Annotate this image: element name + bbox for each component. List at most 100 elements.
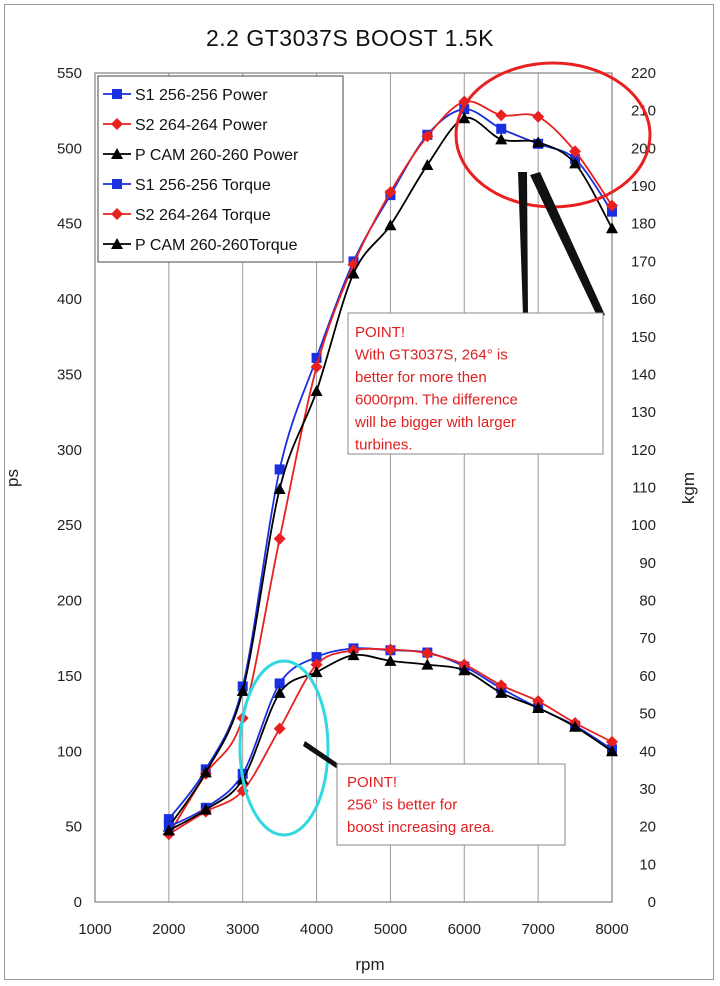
pointer-to-boost-area	[303, 741, 340, 770]
x-tick-label: 1000	[78, 921, 111, 938]
data-point	[532, 136, 545, 148]
legend-marker	[111, 118, 123, 130]
y-right-tick-label: 110	[632, 480, 656, 497]
red-highlight-ellipse	[454, 61, 652, 209]
data-point	[532, 701, 545, 713]
data-point	[163, 814, 174, 825]
data-point	[532, 110, 545, 123]
y-left-tick-label: 0	[74, 894, 82, 911]
legend-item: P CAM 260-260 Power	[103, 147, 299, 164]
y-left-tick-label: 400	[57, 291, 82, 308]
data-point	[273, 532, 286, 545]
x-axis-label: rpm	[355, 955, 384, 974]
y-left-tick-label: 450	[57, 216, 82, 233]
x-tick-label: 7000	[521, 921, 554, 938]
data-point	[236, 684, 249, 696]
legend-item: S2 264-264 Power	[103, 117, 268, 134]
plot-area-frame	[94, 72, 613, 903]
data-point	[274, 678, 285, 689]
note-box-1	[347, 312, 604, 455]
legend-label: S1 256-256 Torque	[135, 177, 271, 194]
data-point	[495, 686, 508, 698]
data-point	[569, 157, 582, 169]
axis-ticks: 1000 2000 3000 4000 5000 6000 7000 800005010015…	[57, 65, 656, 938]
legend-marker	[112, 179, 122, 189]
data-point	[458, 664, 471, 676]
y-right-tick-label: 100	[631, 517, 656, 534]
data-point	[458, 95, 471, 108]
data-point	[310, 658, 323, 671]
legend-marker	[111, 238, 123, 249]
annotation-line: will be bigger with larger	[354, 414, 516, 431]
data-point	[421, 130, 434, 143]
y-left-axis-label: ps	[3, 469, 22, 487]
y-right-axis-label: kgm	[679, 472, 698, 504]
pointer-to-torque-peak	[518, 172, 528, 315]
legend: S1 256-256 Power S2 264-264 Power P CAM 26…	[97, 75, 344, 263]
y-left-tick-label: 300	[57, 442, 82, 459]
y-right-tick-label: 190	[631, 178, 656, 195]
data-point	[606, 199, 618, 212]
data-point	[311, 652, 322, 663]
y-right-tick-label: 140	[631, 366, 656, 383]
data-point	[495, 679, 508, 692]
y-left-tick-label: 350	[57, 366, 82, 383]
data-point	[606, 222, 618, 234]
data-point	[273, 483, 286, 495]
annotation-high-rpm: POINT! With GT3037S, 264° is better for mo…	[347, 61, 652, 455]
legend-item: P CAM 260-260Torque	[103, 237, 298, 254]
y-right-tick-label: 180	[631, 216, 656, 233]
x-tick-label: 3000	[226, 921, 259, 938]
y-right-tick-label: 220	[631, 65, 656, 82]
data-point	[495, 109, 508, 122]
data-point	[458, 112, 471, 124]
y-right-tick-label: 40	[639, 743, 656, 760]
data-point	[495, 133, 508, 145]
data-point	[347, 649, 360, 661]
y-right-tick-label: 170	[631, 253, 656, 270]
data-point	[532, 695, 545, 708]
y-right-tick-label: 150	[631, 329, 656, 346]
x-tick-label: 2000	[152, 921, 185, 938]
legend-marker	[111, 148, 123, 159]
annotation-line: With GT3037S, 264° is	[355, 347, 508, 364]
y-left-tick-label: 50	[65, 819, 82, 836]
annotation-line: boost increasing area.	[347, 819, 495, 836]
data-point	[310, 666, 323, 678]
y-left-tick-label: 150	[57, 668, 82, 685]
data-point	[384, 654, 397, 666]
legend-label: S2 264-264 Torque	[135, 207, 271, 224]
legend-label: P CAM 260-260 Power	[135, 147, 299, 164]
cyan-highlight-ellipse	[238, 659, 330, 837]
y-right-tick-label: 90	[639, 555, 656, 572]
data-point	[347, 267, 360, 279]
data-point	[606, 735, 618, 748]
x-tick-label: 5000	[374, 921, 407, 938]
data-point	[606, 745, 618, 757]
y-right-tick-label: 120	[631, 442, 656, 459]
annotation-line: turbines.	[355, 437, 413, 454]
y-right-tick-label: 10	[639, 856, 656, 873]
data-point	[384, 219, 397, 231]
y-right-tick-label: 50	[639, 706, 656, 723]
data-point	[421, 658, 434, 670]
y-right-tick-label: 160	[631, 291, 656, 308]
data-point	[162, 824, 175, 836]
data-point	[274, 464, 285, 475]
series-layer	[162, 95, 618, 841]
data-point	[421, 647, 434, 660]
y-left-tick-label: 200	[57, 593, 82, 610]
data-point	[310, 360, 323, 373]
data-point	[569, 145, 582, 158]
pointer-to-power-peak	[530, 172, 605, 318]
data-point	[459, 104, 470, 115]
data-point	[273, 686, 286, 698]
legend-label: S1 256-256 Power	[135, 87, 268, 104]
data-point	[310, 385, 323, 397]
chart-title: 2.2 GT3037S BOOST 1.5K	[206, 25, 494, 51]
y-right-tick-label: 130	[631, 404, 656, 421]
annotation-line: POINT!	[355, 324, 405, 341]
x-tick-label: 6000	[448, 921, 481, 938]
data-point	[199, 766, 212, 778]
